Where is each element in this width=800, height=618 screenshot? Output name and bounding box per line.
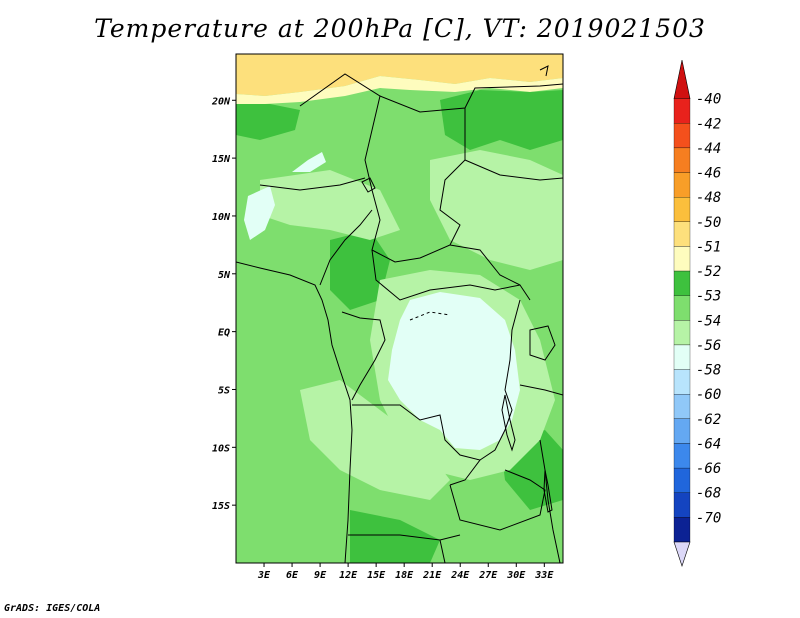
lon-tick-label: 6E	[286, 570, 299, 581]
legend-label: -40	[696, 92, 721, 108]
legend-label: -54	[696, 313, 721, 329]
legend-label: -52	[696, 264, 721, 280]
boundary-north	[299, 73, 563, 113]
band-minus56-nw	[244, 186, 275, 240]
lat-tick-label: 15S	[212, 501, 230, 512]
lon-tick-label: 12E	[339, 570, 358, 581]
legend-label: -58	[696, 363, 721, 379]
legend-label: -46	[696, 166, 721, 182]
boundary-namibia	[348, 534, 461, 541]
legend-swatch	[673, 98, 691, 124]
legend-label: -51	[696, 239, 721, 255]
legend-swatch	[673, 295, 691, 321]
congo-river-dashes	[409, 311, 451, 321]
lon-tick-label: 30E	[506, 570, 526, 581]
longitude-axis: 3E 6E 9E 12E 15E 18E 21E 24E 27E 30E 33E	[257, 563, 554, 581]
legend-label: -66	[696, 461, 721, 477]
border-ticks-ne	[539, 65, 549, 77]
boundary-south-sudan	[449, 244, 521, 286]
lon-tick-label: 33E	[534, 570, 554, 581]
boundary-zambia	[449, 469, 546, 531]
band-minus52-s	[350, 510, 440, 563]
band-minus52-ne	[440, 90, 563, 150]
lake-chad	[361, 177, 376, 193]
legend-swatch	[673, 197, 691, 222]
boundary-malawi	[539, 439, 561, 563]
color-legend: -40 -42 -44 -46 -48 -50 -51 -52 -53 -54 -56 -58 -60 -…	[673, 59, 721, 567]
lon-tick-label: 24E	[450, 570, 470, 581]
boundary-tanzania	[519, 384, 563, 396]
legend-arrow-top	[673, 59, 691, 99]
map-frame	[235, 53, 564, 564]
coastline-west	[236, 261, 353, 563]
legend-arrow-bottom	[673, 541, 691, 567]
legend-swatch	[673, 517, 691, 543]
boundary-car	[371, 249, 531, 301]
legend-swatch	[673, 369, 691, 395]
lake-victoria	[529, 325, 556, 361]
band-minus54-sw	[300, 380, 450, 500]
lat-tick-label: 10S	[212, 443, 230, 454]
band-minus51	[236, 76, 563, 104]
legend-swatch	[673, 443, 691, 469]
band-minus52-c	[330, 230, 390, 310]
lat-tick-label: 20N	[211, 96, 231, 107]
latitude-axis: 20N 15N 10N 5N EQ 5S 10S 15S	[211, 96, 236, 512]
legend-swatch	[673, 172, 691, 198]
lake-tanganyika	[501, 394, 516, 452]
band-minus54-ne	[430, 150, 563, 270]
legend-label: -60	[696, 387, 721, 403]
lat-tick-label: 10N	[212, 212, 231, 223]
legend-label: -53	[696, 289, 721, 305]
boundary-sudan	[464, 159, 563, 181]
legend-swatch	[673, 221, 691, 247]
legend-label: -70	[696, 510, 721, 526]
lon-tick-label: 9E	[314, 570, 327, 581]
boundary-niger-nigeria	[259, 177, 366, 191]
boundary-nigeria-cameroon	[319, 209, 373, 286]
credit-label: GrADS: IGES/COLA	[4, 603, 101, 614]
band-minus56-c	[388, 292, 520, 450]
temperature-field	[236, 54, 563, 563]
lat-tick-label: 5N	[218, 270, 231, 281]
legend-swatch	[673, 492, 691, 518]
lon-tick-label: 18E	[395, 570, 414, 581]
legend-label: -64	[696, 436, 721, 452]
legend-swatch	[673, 344, 691, 370]
legend-swatch	[673, 123, 691, 149]
lon-tick-label: 27E	[478, 570, 498, 581]
legend-label: -42	[696, 116, 721, 132]
legend-label: -44	[696, 141, 721, 157]
legend-label: -50	[696, 215, 721, 231]
band-minus50	[236, 54, 563, 96]
legend-swatch	[673, 147, 691, 173]
legend-label: -68	[696, 486, 721, 502]
legend-swatch	[673, 270, 691, 296]
legend-label: -56	[696, 338, 721, 354]
legend-label: -48	[696, 190, 721, 206]
legend-label: -62	[696, 412, 721, 428]
boundary-angola	[352, 404, 481, 486]
boundary-botswana	[439, 539, 446, 563]
boundary-drc-east	[479, 299, 521, 461]
country-boundaries	[236, 65, 563, 563]
legend-swatch	[673, 418, 691, 444]
lat-tick-label: 15N	[212, 154, 231, 165]
legend-swatch	[673, 467, 691, 493]
legend-swatch	[673, 320, 691, 346]
lake-malawi	[543, 469, 553, 513]
legend-swatch	[673, 394, 691, 419]
band-minus52-w	[236, 104, 300, 140]
band-minus56-n	[292, 152, 326, 172]
lat-tick-label: 5S	[218, 385, 230, 396]
boundary-congo	[341, 311, 386, 401]
lat-tick-label: EQ	[218, 328, 230, 339]
map-title: Temperature at 200hPa [C], VT: 201902150…	[94, 14, 706, 43]
lon-tick-label: 21E	[422, 570, 442, 581]
lon-tick-label: 3E	[257, 570, 271, 581]
legend-swatch	[673, 246, 691, 272]
lon-tick-label: 15E	[367, 570, 386, 581]
